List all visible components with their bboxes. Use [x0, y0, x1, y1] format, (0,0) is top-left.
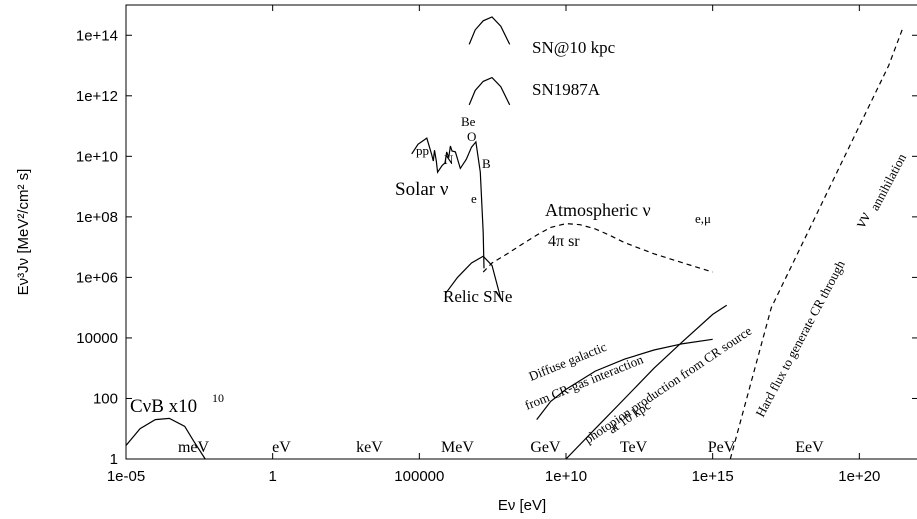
x-tick-label-3: 1e+10: [545, 468, 587, 485]
x-tick-label-1: 1: [268, 468, 276, 485]
solar-n-label: N: [444, 152, 454, 167]
energy-scale-labels: meV eV keV MeV GeV TeV PeV EeV: [178, 439, 824, 456]
solar-label: Solar ν: [395, 179, 449, 200]
series-line-5: [445, 255, 502, 299]
solar-subscript: e: [471, 191, 477, 206]
energy-label-mev: meV: [178, 439, 210, 456]
y-tick-label-7: 1e+14: [76, 27, 118, 44]
hard-flux-nu: νν: [850, 208, 874, 231]
y-tick-label-1: 100: [93, 390, 118, 407]
relic-sne-label: Relic SNe: [443, 287, 512, 306]
y-axis-title: Eν³Jν [MeV²/cm² s]: [15, 169, 32, 296]
series-line-3: [411, 137, 485, 269]
series-line-4: [482, 222, 713, 273]
series-line-2: [468, 76, 511, 106]
series-line-1: [468, 16, 511, 45]
energy-label-tev: TeV: [620, 439, 648, 456]
energy-label-ev: eV: [272, 439, 291, 456]
four-pi-sr-label: 4π sr: [548, 233, 580, 250]
solar-be-label: Be: [461, 114, 476, 129]
atmospheric-subscript: e,μ: [695, 211, 711, 226]
energy-label-kev: keV: [356, 439, 383, 456]
y-tick-label-5: 1e+10: [76, 148, 118, 165]
solar-pp-label: pp: [416, 143, 429, 158]
energy-label-mev: MeV: [441, 439, 474, 456]
sn10-label: SN@10 kpc: [532, 38, 616, 57]
cnub-exponent: 10: [212, 391, 224, 405]
x-tick-label-2: 100000: [394, 468, 444, 485]
x-tick-label-5: 1e+20: [838, 468, 880, 485]
series-line-0: [125, 417, 206, 460]
y-tick-label-3: 1e+06: [76, 269, 118, 286]
x-axis-ticks: 1e-05 1 100000 1e+10 1e+15 1e+20: [107, 5, 880, 485]
y-tick-label-4: 1e+08: [76, 209, 118, 226]
y-axis-ticks: 1 100 10000 1e+06 1e+08 1e+10 1e+12 1e+14: [76, 27, 917, 468]
atmospheric-label: Atmospheric ν: [545, 200, 651, 220]
energy-label-pev: PeV: [708, 439, 736, 456]
series-layer: [125, 16, 905, 460]
hard-flux-annihilation: annihilation: [867, 151, 910, 213]
plot-frame: [125, 4, 917, 460]
annotations: CνB x10 10 SN@10 kpc SN1987A pp N Be O B…: [130, 38, 909, 446]
energy-label-gev: GeV: [530, 439, 561, 456]
solar-b-label: B: [482, 156, 491, 171]
x-tick-label-4: 1e+15: [692, 468, 734, 485]
x-tick-label-0: 1e-05: [107, 468, 145, 485]
y-tick-label-0: 1: [110, 451, 118, 468]
series-line-8: [729, 25, 905, 460]
cnub-label: CνB x10: [130, 396, 197, 417]
energy-label-eev: EeV: [795, 439, 824, 456]
solar-o-label: O: [467, 129, 476, 144]
hard-flux-text: Hard flux to generate CR through: [752, 257, 848, 419]
y-tick-label-2: 10000: [76, 330, 118, 347]
x-axis-title: Eν [eV]: [498, 497, 546, 514]
y-tick-label-6: 1e+12: [76, 88, 118, 105]
series-line-7: [565, 304, 728, 460]
sn1987-label: SN1987A: [532, 80, 601, 99]
